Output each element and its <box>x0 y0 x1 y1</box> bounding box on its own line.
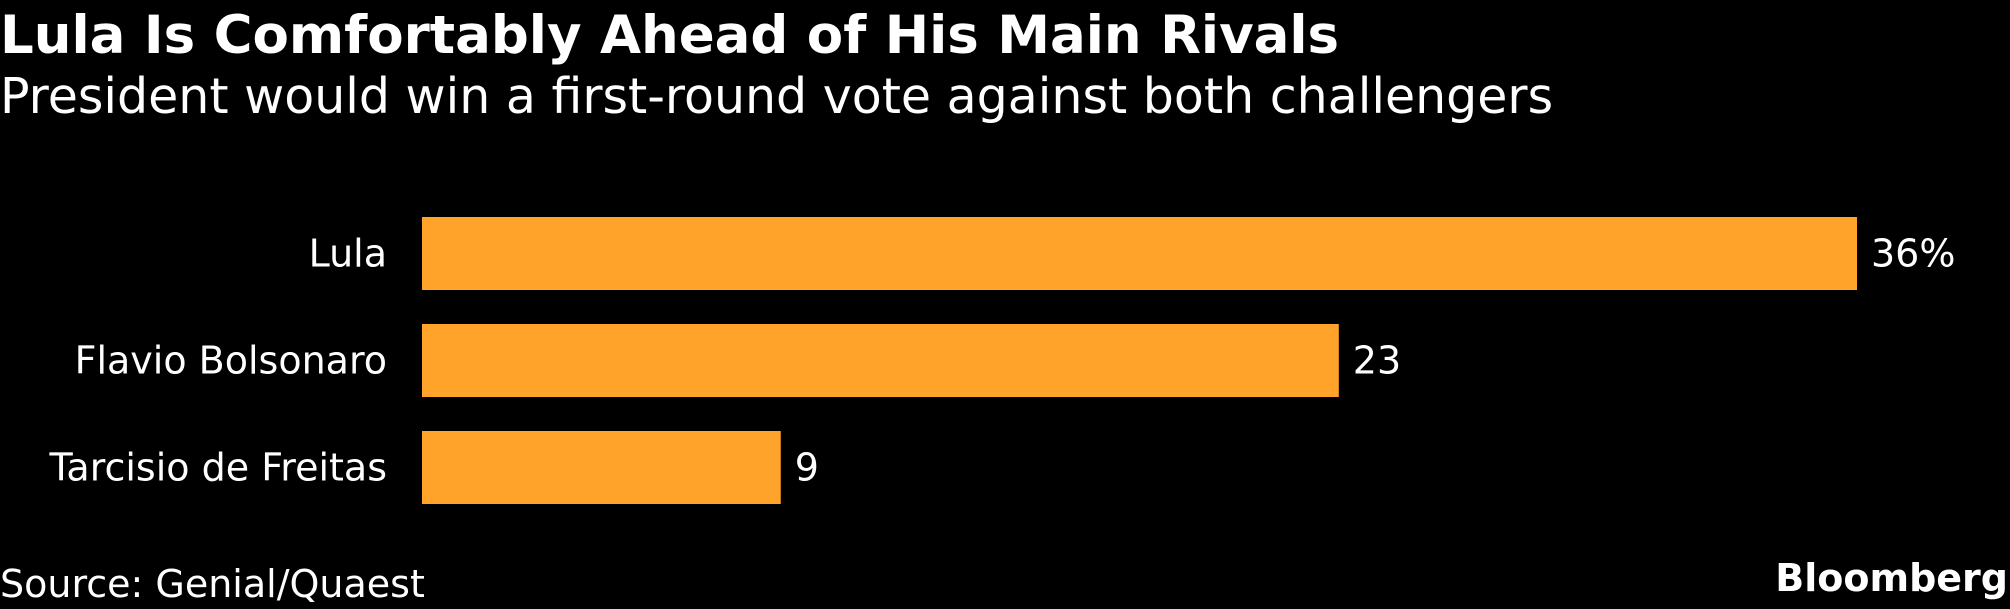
bar-flavio-bolsonaro <box>422 324 1339 397</box>
bar-tarcisio-de-freitas <box>422 431 781 504</box>
category-label: Lula <box>309 232 387 276</box>
category-label: Tarcisio de Freitas <box>48 446 387 490</box>
source-note: Source: Genial/Quaest <box>0 562 425 606</box>
value-label: 9 <box>795 446 819 490</box>
bloomberg-logo: Bloomberg <box>1775 556 2008 600</box>
bar-lula <box>422 217 1857 290</box>
value-label: 23 <box>1353 339 1401 383</box>
category-label: Flavio Bolsonaro <box>75 339 387 383</box>
chart-title: Lula Is Comfortably Ahead of His Main Ri… <box>0 5 1340 66</box>
chart-subtitle: President would win a first-round vote a… <box>0 68 1554 125</box>
value-label: 36% <box>1871 232 1955 276</box>
